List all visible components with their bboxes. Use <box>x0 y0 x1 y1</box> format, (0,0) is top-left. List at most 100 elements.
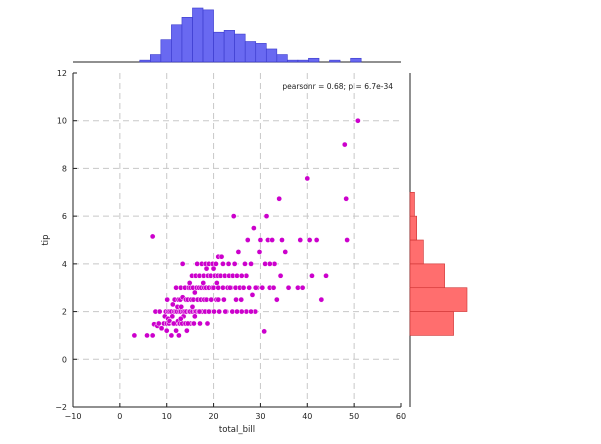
scatter-point <box>229 308 236 315</box>
scatter-point <box>235 249 242 255</box>
scatter-point <box>215 284 222 291</box>
scatter-point <box>273 296 280 303</box>
marginal-x-bar <box>223 30 235 63</box>
marginal-x-histogram <box>139 7 362 63</box>
scatter-point <box>184 320 191 327</box>
scatter-point <box>234 272 240 279</box>
scatter-point <box>179 261 186 267</box>
marginal-x-bar <box>265 48 278 63</box>
scatter-point <box>215 296 222 303</box>
scatter-point <box>279 237 285 243</box>
scatter-point <box>309 272 315 279</box>
scatter-point <box>210 284 217 291</box>
scatter-point <box>163 327 170 334</box>
marginal-y-bar <box>409 287 468 312</box>
scatter-point <box>149 233 156 240</box>
scatter-point <box>158 325 165 332</box>
scatter-point <box>178 303 185 310</box>
scatter-point <box>238 272 245 279</box>
scatter-point <box>173 327 179 334</box>
scatter-point <box>344 237 350 243</box>
marginal-x-bar <box>234 33 246 63</box>
x-tick-label: 60 <box>396 412 406 421</box>
scatter-point <box>299 284 306 291</box>
scatter-point <box>230 213 237 219</box>
grid-lines <box>73 73 401 407</box>
x-tick-label: −10 <box>65 412 82 421</box>
scatter-point <box>282 249 289 255</box>
y-tick-label: 10 <box>57 117 67 126</box>
axes <box>72 61 411 408</box>
scatter-point <box>204 320 211 327</box>
y-ticks: −2 0 2 4 6 8 10 12 <box>55 69 77 412</box>
scatter-point <box>256 249 263 255</box>
scatter-point <box>169 313 176 320</box>
marginal-y-bar <box>409 311 454 336</box>
scatter-point <box>169 301 176 308</box>
marginal-x-bar <box>287 59 299 63</box>
marginal-x-bar <box>329 59 341 63</box>
scatter-point <box>191 313 198 320</box>
scatter-point <box>297 237 304 243</box>
x-tick-label: 10 <box>162 412 172 421</box>
scatter-point <box>170 320 177 327</box>
y-tick-label: 2 <box>62 308 67 317</box>
x-tick-label: 20 <box>208 412 218 421</box>
scatter-point <box>261 328 268 335</box>
scatter-point <box>184 327 190 334</box>
y-tick-label: 4 <box>62 260 67 269</box>
scatter-point <box>131 332 138 339</box>
y-tick-label: 0 <box>62 355 67 364</box>
scatter-point <box>277 272 284 279</box>
scatter-point <box>216 308 223 315</box>
scatter-point <box>168 332 175 339</box>
marginal-x-bar <box>139 59 151 63</box>
marginal-y-bar <box>409 191 415 217</box>
marginal-x-bar <box>181 17 193 63</box>
marginal-x-bar <box>244 41 257 63</box>
scatter-point <box>252 284 259 291</box>
scatter-point <box>233 296 239 303</box>
marginal-y-histogram <box>409 191 468 336</box>
marginal-x-bar <box>171 24 183 63</box>
marginal-x-bar <box>192 7 204 63</box>
scatter-point <box>164 296 171 303</box>
scatter-point <box>222 308 229 315</box>
scatter-point <box>244 237 251 243</box>
scatter-point <box>191 289 198 296</box>
scatter-point <box>238 296 245 303</box>
marginal-x-bar <box>150 54 162 63</box>
scatter-point <box>262 261 268 267</box>
scatter-point <box>276 195 283 202</box>
scatter-point <box>218 253 225 260</box>
scatter-point <box>306 237 313 243</box>
scatter-point <box>259 284 266 291</box>
scatter-point <box>263 213 270 219</box>
scatter-point <box>251 225 257 231</box>
scatter-point <box>149 332 156 339</box>
scatter-point <box>248 308 254 315</box>
scatter-point <box>213 261 219 267</box>
scatter-point <box>173 284 179 291</box>
scatter-point <box>242 261 248 267</box>
y-axis-label: tip <box>41 234 51 245</box>
scatter-point <box>191 320 197 327</box>
x-axis-label: total_bill <box>219 425 255 435</box>
scatter-point <box>304 175 311 182</box>
scatter-point <box>240 284 247 291</box>
y-tick-label: −2 <box>55 403 67 412</box>
scatter-point <box>189 303 196 310</box>
x-tick-label: 40 <box>302 412 312 421</box>
marginal-x-bar <box>350 57 362 63</box>
y-tick-label: 8 <box>62 164 67 173</box>
scatter-point <box>206 308 212 315</box>
scatter-point <box>248 261 254 267</box>
scatter-point <box>257 237 264 243</box>
scatter-point <box>186 280 193 286</box>
scatter-point <box>238 308 245 315</box>
marginal-x-bar <box>297 59 309 63</box>
scatter-point <box>341 141 348 148</box>
scatter-point <box>318 296 325 303</box>
scatter-point <box>203 265 210 272</box>
